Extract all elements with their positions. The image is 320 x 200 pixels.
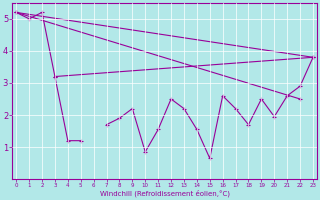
X-axis label: Windchill (Refroidissement éolien,°C): Windchill (Refroidissement éolien,°C) (100, 190, 229, 197)
